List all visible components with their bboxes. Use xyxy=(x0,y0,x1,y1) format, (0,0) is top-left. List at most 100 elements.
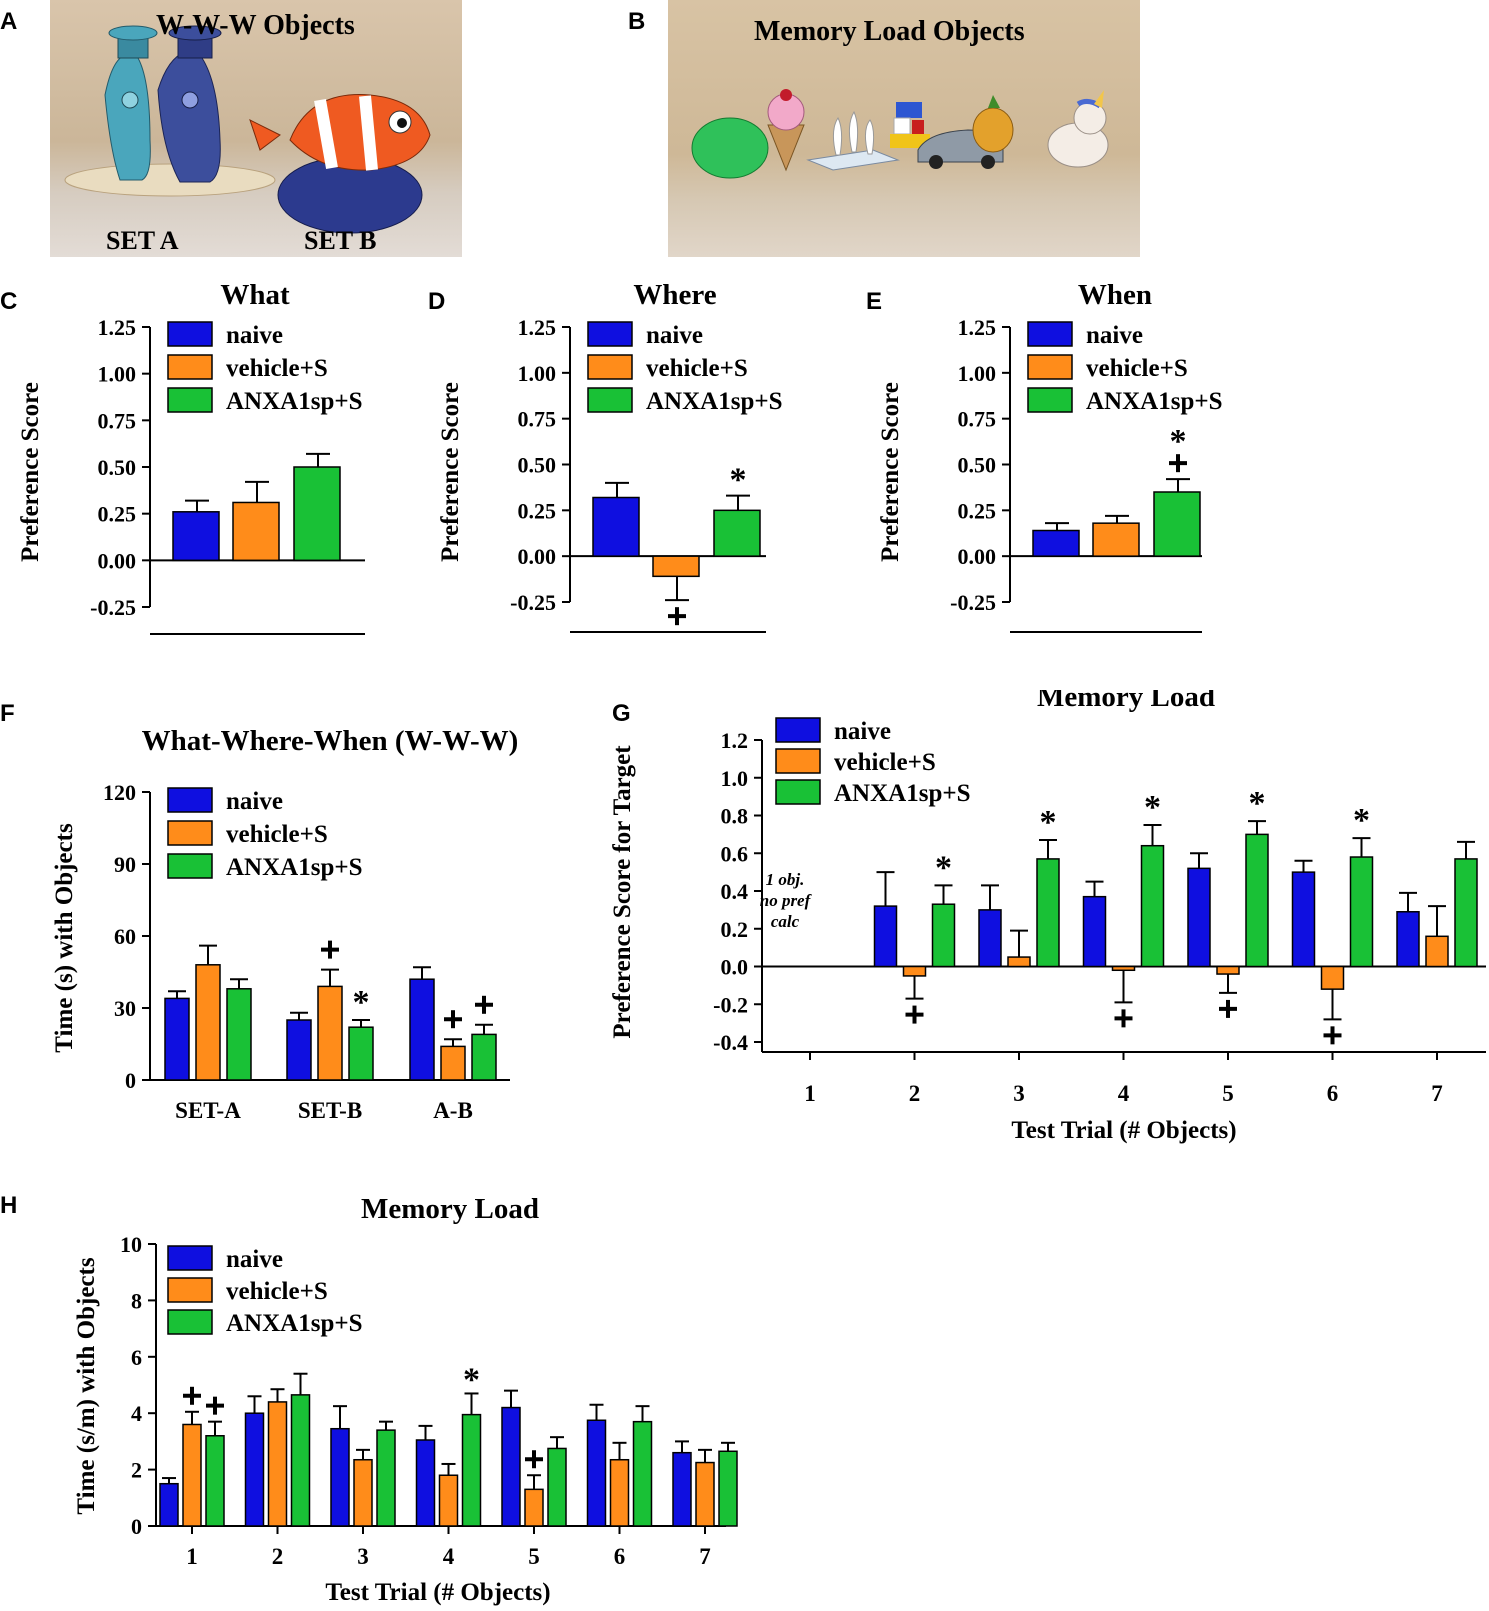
legend-label-0: naive xyxy=(226,1246,283,1273)
y-tick-label-3: 30 xyxy=(114,996,136,1021)
x-axis-label: Test Trial (# Objects) xyxy=(325,1579,550,1606)
y-tick-label-1: 90 xyxy=(114,852,136,877)
y-axis-label: Time (s) with Objects xyxy=(51,823,78,1053)
y-tick-label-2: 0.75 xyxy=(518,407,557,432)
bar-ANXA1sp+S-2 xyxy=(931,903,956,968)
y-tick-label-6: -0.25 xyxy=(90,595,136,620)
y-tick-label-1: 1.00 xyxy=(518,361,557,386)
bar-ANXA1sp+S-3 xyxy=(376,1429,396,1527)
bar-vehicle+S-A-B xyxy=(440,1045,466,1081)
panel-letter-a: A xyxy=(0,8,18,35)
y-tick-label-8: -0.4 xyxy=(713,1030,748,1055)
bar-ANXA1sp+S-6 xyxy=(632,1420,653,1527)
x-axis-label: Test Trial (# Objects) xyxy=(1011,1117,1236,1144)
mark-2-2-star: * xyxy=(1040,804,1057,841)
x-tick-label-2: A-B xyxy=(433,1098,473,1123)
annotation-line-0: 1 obj. xyxy=(766,870,805,889)
legend-swatch-1 xyxy=(167,820,213,846)
bar-1 xyxy=(1092,522,1140,557)
bar-naive-3 xyxy=(978,909,1002,968)
photo-a-set-b-label: SET B xyxy=(304,226,377,255)
chart-title: Memory Load xyxy=(1037,690,1215,713)
y-axis-label: Preference Score xyxy=(17,382,44,562)
bar-2 xyxy=(1153,491,1201,557)
bar-ANXA1sp+S-6 xyxy=(1349,856,1374,968)
x-tick-label-2: 3 xyxy=(357,1544,369,1569)
y-axis-label: Preference Score xyxy=(437,382,464,562)
bar-ANXA1sp+S-A-B xyxy=(471,1033,497,1081)
bar-ANXA1sp+S-5 xyxy=(547,1447,567,1527)
annotation-line-2: calc xyxy=(771,912,800,931)
panel-letter-c: C xyxy=(0,288,18,315)
legend-label-0: naive xyxy=(1086,322,1143,349)
legend-swatch-1 xyxy=(587,354,633,380)
y-tick-label-0: 1.25 xyxy=(518,315,557,340)
legend-swatch-1 xyxy=(1027,354,1073,380)
bar-naive-5 xyxy=(1187,867,1211,968)
y-tick-label-4: 0.25 xyxy=(98,502,137,527)
y-tick-label-5: 0 xyxy=(131,1514,142,1539)
legend-label-0: naive xyxy=(646,322,703,349)
legend-label-1: vehicle+S xyxy=(834,749,936,776)
legend-label-0: naive xyxy=(226,788,283,815)
y-tick-label-6: 0.0 xyxy=(721,955,749,980)
y-tick-label-5: 0.00 xyxy=(518,544,557,569)
photo-a-set-a-label: SET A xyxy=(106,226,179,255)
x-tick-label-3: 4 xyxy=(443,1544,455,1569)
legend-swatch-1 xyxy=(775,748,821,774)
x-tick-label-1: SET-B xyxy=(298,1098,362,1123)
y-tick-label-0: 1.25 xyxy=(958,315,997,340)
photo-a-title: W-W-W Objects xyxy=(156,10,355,41)
bar-vehicle+S-3 xyxy=(1007,956,1031,968)
panel-letter-h: H xyxy=(0,1192,18,1219)
y-tick-label-4: 0.4 xyxy=(721,879,749,904)
y-tick-label-0: 1.25 xyxy=(98,315,137,340)
chart-title: What xyxy=(220,282,290,311)
legend-label-2: ANXA1sp+S xyxy=(226,854,363,881)
mark-2-3-star: * xyxy=(1144,789,1161,826)
legend-label-1: vehicle+S xyxy=(226,355,328,382)
x-tick-label-4: 5 xyxy=(528,1544,540,1569)
legend-swatch-2 xyxy=(167,1309,213,1335)
x-tick-label-0: SET-A xyxy=(175,1098,241,1123)
bar-vehicle+S-3 xyxy=(353,1458,373,1527)
legend-label-1: vehicle+S xyxy=(646,355,748,382)
bar-vehicle+S-SET-B xyxy=(317,985,343,1081)
legend-swatch-2 xyxy=(167,853,213,879)
y-tick-label-2: 0.8 xyxy=(721,804,749,829)
mark-2-3-star: * xyxy=(463,1361,480,1398)
bar-naive-6 xyxy=(1291,871,1316,968)
photo-www-objects: W-W-W Objects SET A SET B xyxy=(50,0,462,257)
legend-swatch-0 xyxy=(167,321,213,347)
legend-swatch-2 xyxy=(1027,387,1073,413)
bar-1 xyxy=(652,555,700,578)
y-tick-label-1: 1.0 xyxy=(721,766,749,791)
y-tick-label-6: -0.25 xyxy=(510,590,556,615)
x-tick-label-5: 6 xyxy=(1327,1081,1339,1106)
bar-1 xyxy=(232,501,280,562)
bar-vehicle+S-1 xyxy=(182,1423,202,1527)
bar-vehicle+S-4 xyxy=(1111,965,1136,972)
bar-vehicle+S-5 xyxy=(524,1488,544,1527)
chart-f: What-Where-When (W-W-W)120 90 60 30 0 Time (s… xyxy=(51,730,518,1123)
x-tick-label-0: 1 xyxy=(186,1544,198,1569)
chart-e: When 1.25 1.00 0.75 0.50 0.25 0.00 -0.25 Prefere… xyxy=(877,282,1223,633)
bar-0 xyxy=(1032,529,1080,557)
legend-label-1: vehicle+S xyxy=(226,821,328,848)
mark-2-5-star: * xyxy=(1353,802,1370,839)
y-tick-label-1: 1.00 xyxy=(98,362,137,387)
legend-swatch-1 xyxy=(167,354,213,380)
chart-c: What 1.25 1.00 0.75 0.50 0.25 0.00 -0.25 Prefere… xyxy=(17,282,365,635)
bar-0 xyxy=(172,511,220,562)
y-tick-label-5: 0.00 xyxy=(958,544,997,569)
bar-naive-SET-A xyxy=(164,997,190,1081)
legend-swatch-0 xyxy=(167,787,213,813)
mark-2-4-star: * xyxy=(1249,785,1266,822)
bar-naive-2 xyxy=(873,905,898,968)
bar-naive-6 xyxy=(586,1419,607,1527)
mark-2-1-star: * xyxy=(935,849,952,886)
y-tick-label-7: -0.2 xyxy=(713,992,748,1017)
bar-2 xyxy=(713,509,761,557)
bar-ANXA1sp+S-3 xyxy=(1036,858,1060,968)
bar-ANXA1sp+S-4 xyxy=(461,1413,482,1527)
